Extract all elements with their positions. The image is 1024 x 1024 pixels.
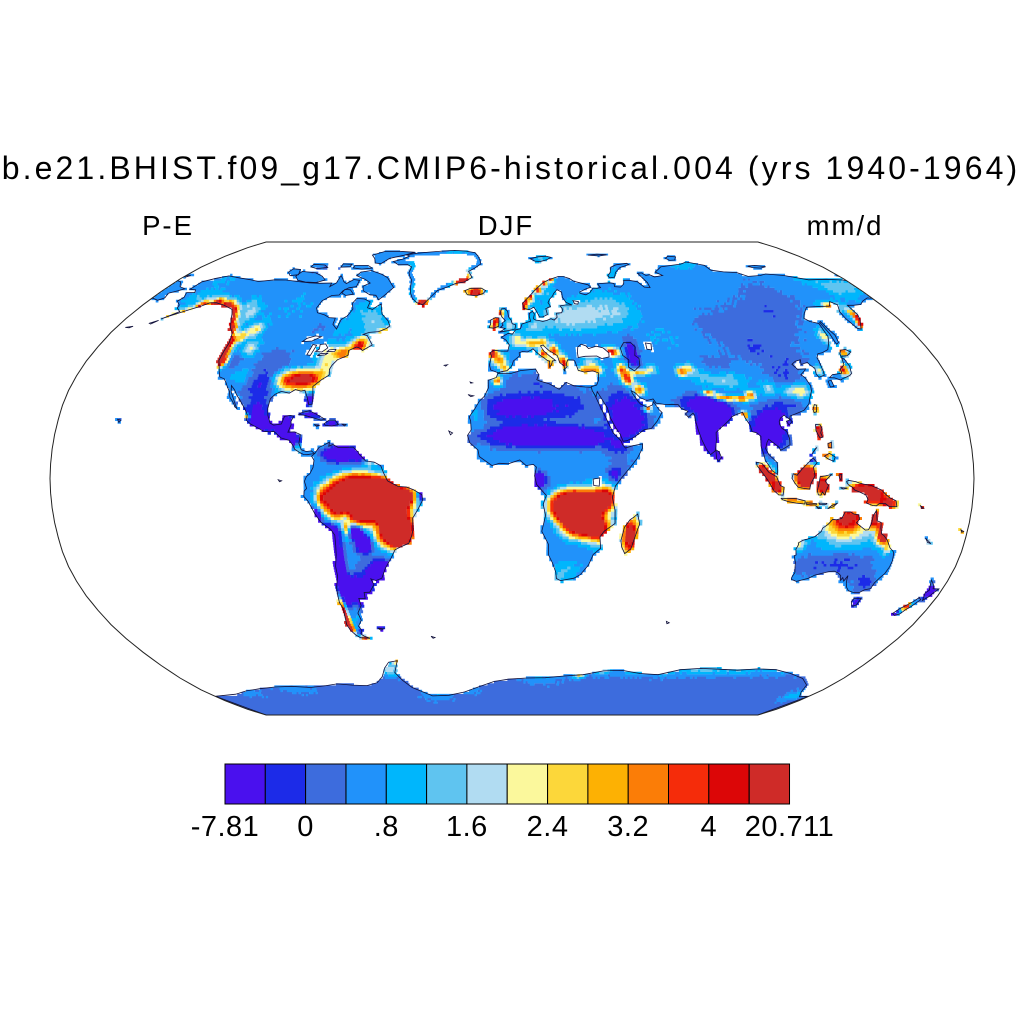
svg-text:DJF: DJF (478, 210, 534, 241)
svg-text:0: 0 (297, 811, 314, 843)
svg-text:.8: .8 (374, 811, 399, 843)
svg-text:20.711: 20.711 (745, 811, 835, 843)
svg-text:4: 4 (700, 811, 717, 843)
svg-text:2.4: 2.4 (527, 811, 569, 843)
svg-text:b.e21.BHIST.f09_g17.CMIP6-hist: b.e21.BHIST.f09_g17.CMIP6-historical.004… (2, 150, 1021, 186)
svg-text:1.6: 1.6 (446, 811, 488, 843)
svg-text:P-E: P-E (142, 210, 194, 241)
svg-text:-7.81: -7.81 (191, 811, 260, 843)
svg-text:3.2: 3.2 (607, 811, 649, 843)
svg-text:mm/d: mm/d (807, 210, 884, 241)
